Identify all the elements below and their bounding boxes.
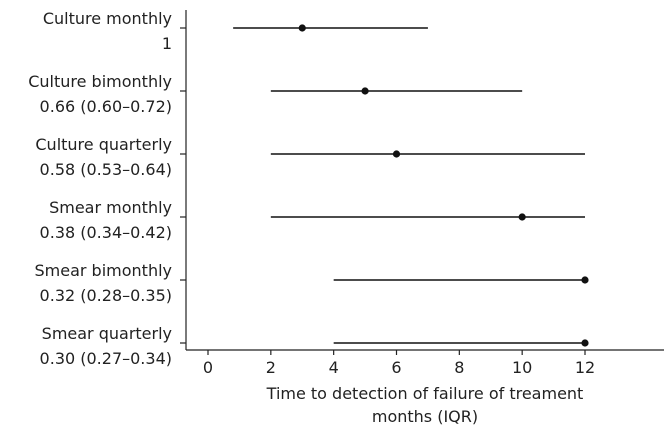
median-point	[361, 87, 369, 95]
x-tick-label: 6	[391, 358, 401, 377]
row-label-ratio: 0.38 (0.34–0.42)	[40, 223, 172, 242]
row-label-name: Culture bimonthly	[28, 72, 172, 91]
row-label-name: Smear quarterly	[42, 324, 172, 343]
row-label-ratio: 0.32 (0.28–0.35)	[40, 286, 172, 305]
x-tick-label: 12	[575, 358, 595, 377]
median-point	[581, 276, 589, 284]
x-axis-label: months (IQR)	[372, 407, 478, 426]
x-tick-label: 10	[512, 358, 532, 377]
median-point	[581, 339, 589, 347]
row-label-ratio: 0.66 (0.60–0.72)	[40, 97, 172, 116]
row-label-name: Culture quarterly	[35, 135, 172, 154]
x-tick-label: 2	[266, 358, 276, 377]
x-tick-label: 0	[203, 358, 213, 377]
x-tick-label: 4	[329, 358, 339, 377]
x-axis-label: Time to detection of failure of treament	[266, 384, 584, 403]
median-point	[298, 24, 306, 32]
x-tick-label: 8	[454, 358, 464, 377]
row-label-ratio: 0.30 (0.27–0.34)	[40, 349, 172, 368]
median-point	[518, 213, 526, 221]
row-label-ratio: 1	[162, 34, 172, 53]
row-label-name: Smear monthly	[49, 198, 172, 217]
row-label-name: Culture monthly	[43, 9, 172, 28]
median-point	[392, 150, 401, 158]
row-label-ratio: 0.58 (0.53–0.64)	[40, 160, 172, 179]
row-label-name: Smear bimonthly	[35, 261, 173, 280]
